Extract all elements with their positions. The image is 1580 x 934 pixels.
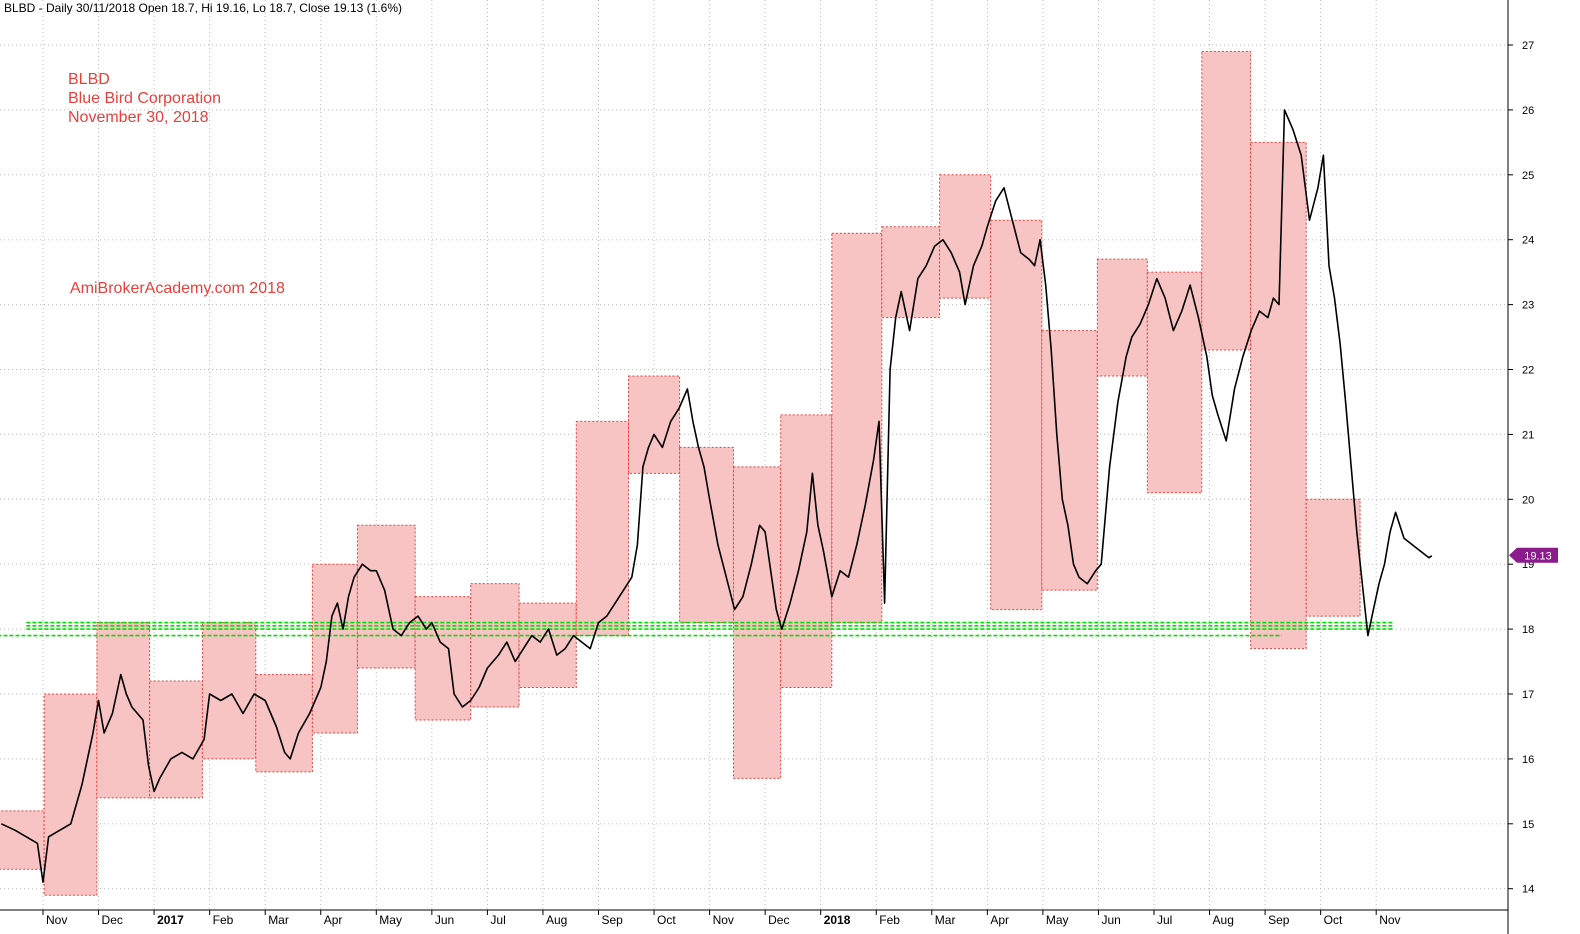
x-tick-label: Apr	[990, 913, 1009, 927]
y-tick-label: 24	[1522, 235, 1534, 247]
y-tick-label: 16	[1522, 754, 1534, 766]
range-box	[575, 420, 629, 637]
date-label: November 30, 2018	[68, 109, 209, 126]
range-box	[0, 810, 45, 870]
y-tick-label: 25	[1522, 170, 1534, 182]
x-tick-label: Sep	[1268, 913, 1290, 927]
range-box	[881, 226, 941, 319]
x-axis-ticks: Nov Dec 2017 Feb Mar Apr May Jun Jul Aug Sep Oct Nov…	[42, 910, 1401, 927]
range-box	[1146, 271, 1203, 494]
y-tick-label: 18	[1522, 624, 1534, 636]
range-box	[43, 693, 98, 896]
range-box	[470, 583, 520, 708]
range-box	[939, 174, 992, 299]
last-price-tag-shape	[1509, 547, 1558, 563]
x-tick-label: Aug	[1213, 913, 1234, 927]
company-label: Blue Bird Corporation	[68, 90, 221, 107]
range-box	[96, 622, 151, 799]
ticker-label: BLBD	[68, 71, 110, 88]
y-tick-label: 22	[1522, 365, 1534, 377]
range-box	[831, 232, 883, 624]
x-tick-label: Mar	[268, 913, 289, 927]
x-tick-label: Feb	[879, 913, 900, 927]
x-tick-label: 2017	[157, 913, 184, 927]
x-tick-label: Oct	[1324, 913, 1343, 927]
range-box	[149, 680, 203, 799]
x-tick-label: Jun	[435, 913, 454, 927]
x-tick-label: May	[1046, 913, 1069, 927]
x-tick-label: Apr	[324, 913, 343, 927]
support-lines	[0, 621, 1393, 637]
watermark-label: AmiBrokerAcademy.com 2018	[70, 280, 285, 297]
y-tick-label: 23	[1522, 300, 1534, 312]
last-price-tag: 19.13	[1509, 547, 1558, 563]
range-box	[201, 622, 257, 760]
y-tick-label: 17	[1522, 689, 1534, 701]
y-tick-label: 14	[1522, 884, 1534, 896]
y-tick-label: 15	[1522, 819, 1534, 831]
x-tick-label: Oct	[657, 913, 676, 927]
x-tick-label: Sep	[602, 913, 624, 927]
axes	[0, 0, 1509, 934]
x-tick-label: Nov	[1379, 913, 1400, 927]
x-tick-label: Dec	[102, 913, 123, 927]
range-boxes	[0, 50, 1361, 896]
x-tick-label: Jun	[1101, 913, 1120, 927]
range-box	[1250, 141, 1307, 650]
x-tick-label: Jul	[1157, 913, 1172, 927]
range-box	[627, 375, 681, 474]
x-tick-label: 2018	[824, 913, 851, 927]
price-line	[0, 109, 1433, 884]
y-tick-label: 26	[1522, 105, 1534, 117]
x-tick-label: Dec	[768, 913, 789, 927]
x-tick-label: May	[379, 913, 402, 927]
x-tick-label: Nov	[46, 913, 67, 927]
range-box	[990, 219, 1043, 611]
x-tick-label: Feb	[213, 913, 234, 927]
range-box	[679, 446, 734, 624]
range-box	[1041, 330, 1098, 591]
price-series	[0, 109, 1433, 884]
x-tick-label: Jul	[490, 913, 505, 927]
chart-header: BLBD - Daily 30/11/2018 Open 18.7, Hi 19…	[4, 1, 402, 15]
last-price-tag-value: 19.13	[1524, 550, 1552, 562]
y-tick-label: 21	[1522, 429, 1534, 441]
range-box	[255, 674, 313, 773]
x-tick-label: Aug	[546, 913, 567, 927]
y-tick-label: 27	[1522, 40, 1534, 52]
range-box	[1201, 50, 1252, 351]
range-box	[1305, 498, 1361, 617]
range-box	[414, 596, 472, 721]
x-tick-label: Mar	[935, 913, 956, 927]
x-tick-label: Nov	[713, 913, 734, 927]
y-tick-label: 20	[1522, 494, 1534, 506]
range-box	[1096, 258, 1148, 377]
